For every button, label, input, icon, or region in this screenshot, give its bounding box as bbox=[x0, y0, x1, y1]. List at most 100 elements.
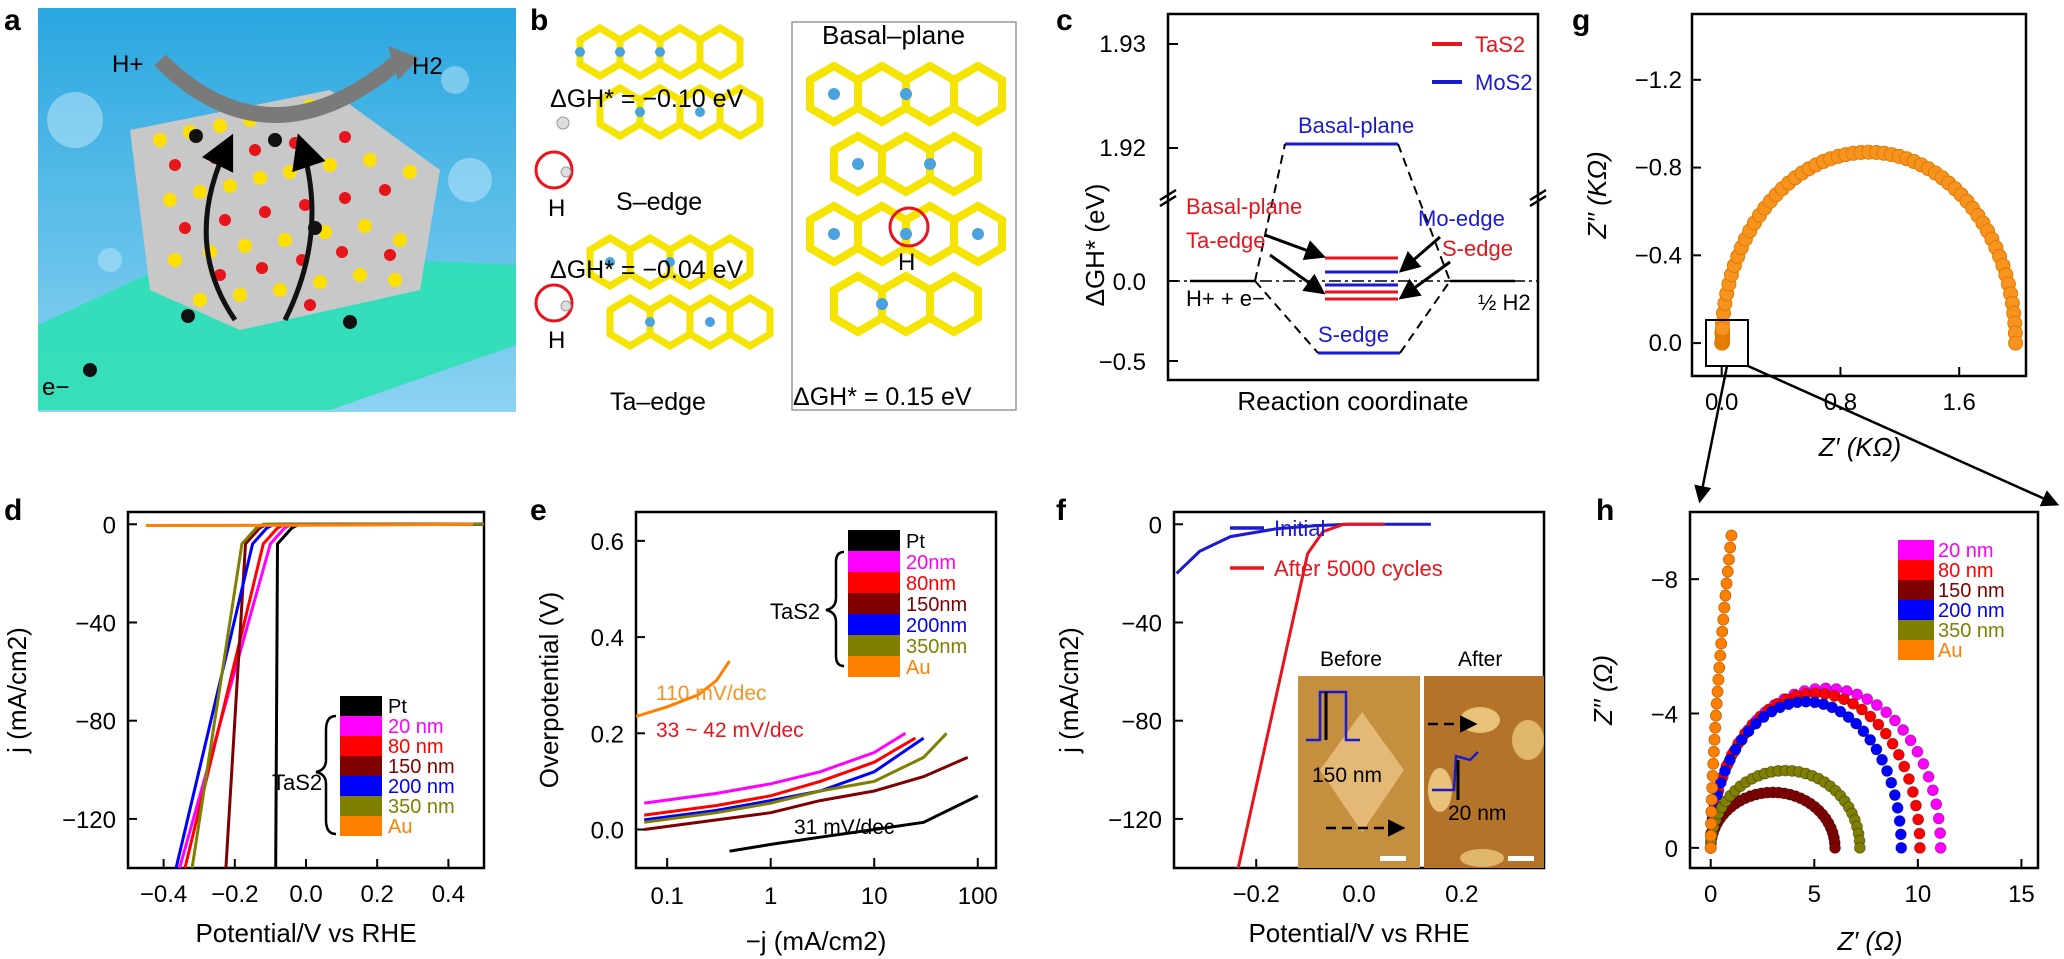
h-legend-label: 20 nm bbox=[1938, 540, 1994, 562]
c-label-left: H+ + e− bbox=[1186, 286, 1265, 311]
h-legend-label: Au bbox=[1938, 640, 1962, 662]
e-annot-au: 110 mV/dec bbox=[656, 682, 767, 705]
d-legend-swatch bbox=[340, 796, 382, 816]
h-point-200nm bbox=[1864, 733, 1877, 746]
h-point-20nm bbox=[1861, 693, 1874, 705]
h-point-au bbox=[1709, 721, 1722, 734]
e-series-350nm bbox=[644, 732, 948, 824]
c-ytick-1: 1.93 bbox=[1099, 31, 1146, 58]
e-axes bbox=[634, 510, 998, 870]
h-point-au bbox=[1715, 637, 1728, 650]
f-ytick-label: 0 bbox=[1149, 512, 1162, 539]
h-point-au bbox=[1711, 685, 1724, 698]
c-ytick-4: −0.5 bbox=[1099, 349, 1146, 376]
g-ylabel: Z′′ (KΩ) bbox=[1582, 151, 1612, 239]
e-ytick-label: 0.6 bbox=[591, 529, 624, 556]
c-label-tas2-ta-edge: Ta-edge bbox=[1186, 228, 1266, 253]
h-point-au bbox=[1710, 697, 1723, 710]
d-legend-swatch bbox=[340, 756, 382, 776]
h-point-80nm bbox=[1872, 718, 1885, 731]
e-legend-label: 20nm bbox=[906, 552, 956, 574]
d-legend-label: Au bbox=[388, 816, 412, 838]
h-point-200nm bbox=[1850, 717, 1863, 730]
d-ytick-label: −80 bbox=[75, 709, 116, 736]
panel-letter-g: g bbox=[1572, 4, 1590, 37]
g-point bbox=[1714, 321, 1730, 337]
dg-ta-edge-label: ΔGH* = −0.04 eV bbox=[550, 256, 744, 284]
h-point-au bbox=[1706, 769, 1719, 782]
h-point-au bbox=[1723, 553, 1735, 566]
h-label-1: H bbox=[548, 195, 565, 222]
d-legend-label: 200 nm bbox=[388, 776, 455, 798]
e-xtick-label: 0.1 bbox=[650, 883, 683, 910]
h-point-au bbox=[1704, 841, 1717, 854]
h-point-20nm bbox=[1917, 757, 1930, 770]
c-legend-tas2: TaS2 bbox=[1475, 32, 1525, 57]
h-point-200nm bbox=[1891, 801, 1904, 814]
e-legend-label: Au bbox=[906, 657, 930, 679]
h-point-au bbox=[1704, 829, 1717, 842]
h-point-200nm bbox=[1729, 743, 1742, 756]
f-xtick-label: −0.2 bbox=[1233, 881, 1280, 908]
d-legend-label: 150 nm bbox=[388, 756, 455, 778]
h-point-au bbox=[1716, 625, 1729, 638]
h-plus-label: H+ bbox=[112, 51, 143, 78]
d-legend-brace bbox=[315, 714, 337, 836]
e-legend-label: 80nm bbox=[906, 573, 956, 595]
e-series-80nm bbox=[644, 736, 917, 817]
h-legend-label: 80 nm bbox=[1938, 560, 1994, 582]
panel-c-chart: 1.93 1.92 0.0 −0.5 ΔGH* (eV) Reaction co… bbox=[1080, 12, 1547, 416]
e-ytick-label: 0.2 bbox=[591, 721, 624, 748]
h-point-au bbox=[1707, 757, 1720, 770]
h-point-au bbox=[1718, 601, 1731, 614]
h-point-200nm bbox=[1870, 743, 1883, 756]
d-ytick-label: −40 bbox=[75, 610, 116, 637]
c-label-mos2-s-edge: S-edge bbox=[1318, 322, 1389, 347]
e-series-Au bbox=[635, 660, 731, 718]
panel-e-chart: Overpotential (V) −j (mA/cm2) 0.1 1 10 100 0… bbox=[534, 510, 998, 956]
f-inset-h-after: 20 nm bbox=[1448, 802, 1506, 825]
panel-letter-f: f bbox=[1056, 494, 1067, 527]
g-ytick-label: 0.0 bbox=[1649, 330, 1682, 357]
panel-d-chart: j (mA/cm2) Potential/V vs RHE −0.4 −0.2 0.… bbox=[2, 510, 486, 948]
h-point-200nm bbox=[1842, 711, 1855, 723]
d-xlabel: Potential/V vs RHE bbox=[195, 918, 416, 948]
h-point-au bbox=[1713, 661, 1726, 674]
dg-s-edge-label: ΔGH* = −0.10 eV bbox=[550, 85, 744, 113]
h-xtick-label: 15 bbox=[2008, 881, 2035, 908]
d-xtick-label: 0.0 bbox=[289, 881, 322, 908]
h-point-200nm bbox=[1735, 733, 1748, 746]
h-point-20nm bbox=[1889, 714, 1901, 727]
h-point-au bbox=[1724, 541, 1737, 554]
e-legend-label: 200nm bbox=[906, 615, 967, 637]
e-legend-group: TaS2 bbox=[770, 599, 820, 624]
h-point-au bbox=[1708, 733, 1721, 746]
h-point-au bbox=[1717, 613, 1730, 626]
h-point-au bbox=[1705, 817, 1717, 830]
panel-a-illustration: H+ H2 e− bbox=[38, 8, 516, 412]
c-legend-mos2: MoS2 bbox=[1475, 70, 1532, 95]
h-point-20nm bbox=[1934, 827, 1947, 840]
h-point-au bbox=[1721, 565, 1734, 578]
d-ytick-label: 0 bbox=[103, 512, 116, 539]
h-point-au bbox=[1707, 745, 1720, 758]
h-ytick-label: 0 bbox=[1665, 836, 1678, 863]
h-point-20nm bbox=[1851, 688, 1864, 701]
h-point-20nm bbox=[1932, 812, 1945, 825]
d-legend-group: TaS2 bbox=[272, 770, 322, 795]
c-ytick-2: 1.92 bbox=[1099, 135, 1146, 162]
e-xtick-label: 10 bbox=[861, 883, 888, 910]
s-edge-label: S–edge bbox=[616, 188, 702, 216]
h-point-20nm bbox=[1926, 784, 1939, 797]
h-ylabel: Z′′ (Ω) bbox=[1588, 655, 1618, 726]
f-inset-h-before: 150 nm bbox=[1312, 764, 1382, 787]
h-point-200nm bbox=[1757, 711, 1770, 723]
h-point-80nm bbox=[1912, 813, 1925, 826]
e-ylabel: Overpotential (V) bbox=[534, 592, 564, 789]
e-series-20nm bbox=[644, 732, 907, 805]
h-legend-swatch bbox=[1898, 640, 1934, 660]
h-point-au bbox=[1710, 709, 1722, 722]
h-xlabel: Z′ (Ω) bbox=[1836, 926, 1902, 956]
